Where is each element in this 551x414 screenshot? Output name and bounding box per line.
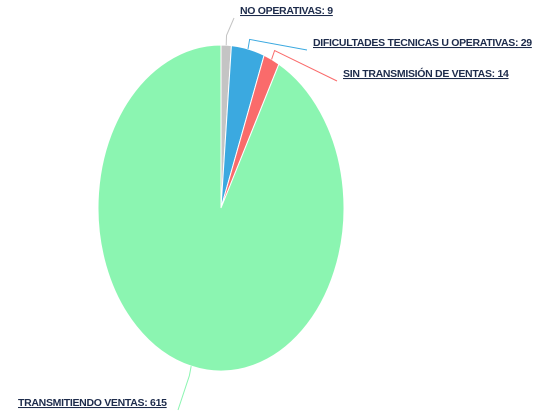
leader-line (271, 49, 338, 82)
data-label: NO OPERATIVAS: 9 (240, 5, 333, 17)
data-label: SIN TRANSMISIÓN DE VENTAS: 14 (343, 67, 509, 80)
leader-line (225, 17, 235, 46)
pie-slice (97, 44, 345, 372)
leader-line (177, 366, 192, 411)
leader-line (247, 38, 308, 51)
data-label: DIFICULTADES TECNICAS U OPERATIVAS: 29 (313, 37, 532, 49)
data-label: TRANSMITIENDO VENTAS: 615 (18, 397, 167, 409)
